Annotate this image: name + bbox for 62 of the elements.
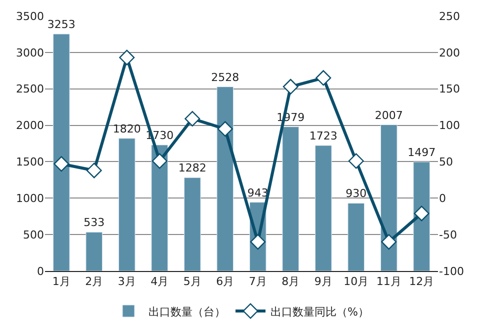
y-tick-label: 3000: [16, 46, 44, 60]
bar: [380, 124, 398, 271]
point: [250, 234, 266, 250]
bar: [348, 202, 365, 271]
point: [119, 50, 135, 66]
y2-tick-label: -50: [439, 228, 457, 242]
point: [414, 206, 430, 222]
data-label: 533: [84, 216, 105, 230]
legend-label: 出口数量（台）: [148, 305, 226, 318]
y-tick-label: 0: [37, 264, 44, 278]
point: [348, 153, 364, 169]
point: [152, 153, 168, 169]
x-tick-label: 4月: [150, 275, 169, 288]
bar: [216, 86, 234, 271]
point: [217, 121, 233, 137]
y-tick-label: 2000: [16, 119, 44, 132]
x-tick-label: 11月: [376, 275, 402, 288]
data-label: 1282: [178, 162, 206, 175]
x-tick-label: 8月: [282, 275, 300, 288]
y-tick-label: 500: [23, 228, 44, 242]
x-tick-label: 9月: [314, 275, 332, 288]
point: [184, 110, 200, 126]
x-tick-label: 7月: [248, 275, 267, 288]
y-tick-label: 2500: [16, 82, 44, 96]
y2-tick-label: 250: [439, 10, 460, 23]
bar: [151, 144, 168, 271]
y2-tick-label: -100: [439, 264, 464, 278]
y2-tick-label: 50: [439, 156, 453, 169]
point: [54, 156, 70, 172]
point: [86, 162, 102, 178]
x-tick-label: 10月: [344, 275, 369, 288]
x-tick-label: 5月: [183, 275, 202, 288]
data-label: 1497: [408, 146, 436, 159]
x-tick-label: 3月: [118, 275, 136, 288]
bar: [184, 177, 201, 271]
bar: [52, 34, 70, 271]
bar: [282, 126, 300, 271]
data-label: 2007: [374, 108, 403, 122]
bar: [118, 138, 136, 271]
data-label: 2528: [211, 70, 240, 84]
data-label: 1820: [112, 122, 141, 136]
data-label: 1723: [309, 129, 338, 142]
data-label: 3253: [47, 18, 76, 31]
x-tick-label: 6月: [216, 275, 234, 288]
point: [381, 234, 397, 250]
point: [316, 70, 332, 86]
bar: [413, 162, 430, 271]
y-tick-label: 1500: [16, 156, 44, 169]
y2-tick-label: 200: [439, 46, 460, 60]
point: [282, 78, 298, 94]
x-tick-label: 2月: [85, 275, 104, 288]
x-tick-label: 1月: [52, 275, 70, 288]
y-tick-label: 3500: [16, 10, 44, 23]
x-tick-label: 12月: [409, 275, 434, 288]
y2-tick-label: 100: [439, 119, 460, 132]
data-label: 930: [346, 187, 367, 200]
y2-tick-label: 0: [439, 192, 446, 205]
y2-tick-label: 150: [439, 82, 460, 96]
bar: [314, 145, 332, 271]
legend-label: 出口数量同比（%）: [270, 305, 369, 318]
bar: [86, 232, 103, 271]
y-tick-label: 1000: [16, 192, 44, 205]
